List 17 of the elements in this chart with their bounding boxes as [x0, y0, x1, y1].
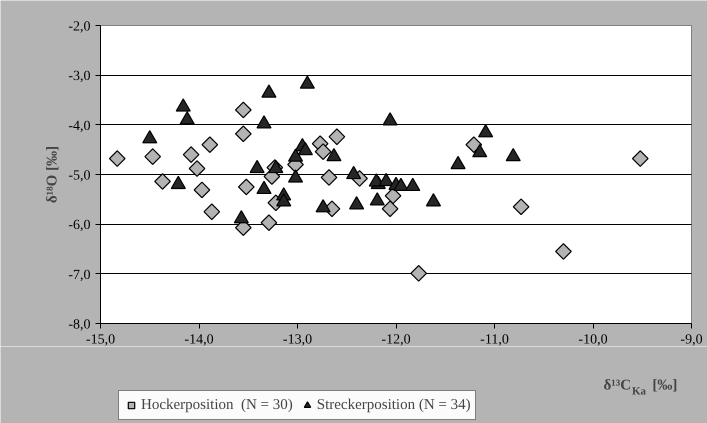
- y-axis-title: δ¹⁸O [‰]: [44, 146, 60, 204]
- y-tick-label: -3,0: [68, 69, 91, 84]
- y-tick-label: -4,0: [68, 118, 91, 134]
- legend-label: Hockerposition (N = 30): [141, 396, 293, 414]
- y-tick-label: -2,0: [68, 20, 91, 34]
- x-tick-label: -11,0: [480, 332, 509, 348]
- x-tick-label: -12,0: [381, 332, 411, 348]
- y-tick-label: -7,0: [68, 268, 91, 283]
- y-tick-label: -8,0: [68, 318, 91, 332]
- x-tick-label: -15,0: [86, 332, 116, 348]
- y-tick-label: -5,0: [68, 168, 91, 184]
- x-tick-label: -10,0: [578, 332, 608, 348]
- x-tick-label: -13,0: [282, 332, 312, 348]
- legend-label: Streckerposition (N = 34): [316, 396, 471, 414]
- y-tick-label: -6,0: [68, 218, 91, 234]
- x-tick-label: -14,0: [184, 332, 214, 348]
- x-tick-label: -9,0: [680, 332, 703, 348]
